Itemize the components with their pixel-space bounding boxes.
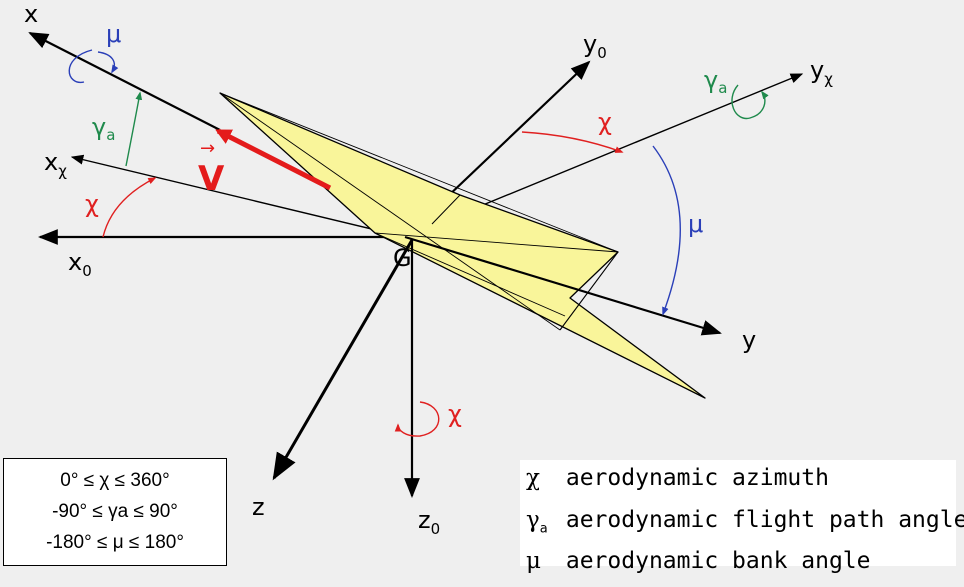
velocity-vector xyxy=(215,128,332,191)
gamma-rotation-ychi xyxy=(731,84,769,120)
chi-label-right: χ xyxy=(598,108,612,136)
mu-arc-right xyxy=(652,145,681,316)
y0-axis-label: y0 xyxy=(583,30,607,62)
chi-label-left: χ xyxy=(85,190,99,218)
legend-symbol: χ xyxy=(526,465,540,491)
x-axis xyxy=(28,32,221,131)
y-axis xyxy=(404,235,722,336)
chi-rotation-z0 xyxy=(394,401,440,437)
center-of-gravity-label: G xyxy=(393,244,412,272)
mu-rotation-x xyxy=(68,49,114,83)
z-axis xyxy=(272,239,414,481)
x-chi-axis xyxy=(70,154,406,238)
legend-symbol: μ xyxy=(526,548,541,575)
gamma-label-right: γa xyxy=(704,66,727,97)
y-chi-axis-label: yχ xyxy=(810,56,833,88)
angle-legend: χ aerodynamic azimuth γa aerodynamic fli… xyxy=(520,460,964,574)
diagram-canvas: x xχ x0 y0 yχ y z z0 G V → μ γa χ χ μ γa… xyxy=(24,0,833,538)
velocity-label: V xyxy=(198,159,225,199)
range-mu: -180° ≤ μ ≤ 180° xyxy=(46,532,184,553)
legend-item-chi: χ aerodynamic azimuth xyxy=(520,462,956,504)
legend-text: aerodynamic azimuth xyxy=(565,465,829,491)
mu-label-top: μ xyxy=(106,20,121,48)
gamma-label-left: γa xyxy=(92,113,115,144)
legend-text: aerodynamic flight path angle xyxy=(565,506,964,533)
legend-symbol: γa xyxy=(526,506,548,537)
vector-arrow-mark: → xyxy=(200,138,215,159)
legend-item-mu: μ aerodynamic bank angle xyxy=(520,545,956,587)
gamma-arc-left xyxy=(125,91,143,167)
chi-label-bottom: χ xyxy=(448,400,462,428)
angle-ranges-box: 0° ≤ χ ≤ 360° -90° ≤ γa ≤ 90° -180° ≤ μ … xyxy=(3,458,227,566)
range-chi: 0° ≤ χ ≤ 360° xyxy=(60,470,170,491)
x-chi-axis-label: xχ xyxy=(44,148,67,180)
z0-axis-label: z0 xyxy=(418,506,440,538)
aerodynamic-angles-diagram: x xχ x0 y0 yχ y z z0 G V → μ γa χ χ μ γa… xyxy=(3,0,964,574)
legend-text: aerodynamic bank angle xyxy=(565,548,871,575)
z-axis-label: z xyxy=(252,493,265,521)
mu-label-right: μ xyxy=(688,210,703,238)
range-gamma: -90° ≤ γa ≤ 90° xyxy=(52,501,178,522)
chi-arc-left xyxy=(102,177,157,238)
y-axis-label: y xyxy=(742,326,756,354)
legend-item-gamma: γa aerodynamic flight path angle xyxy=(520,504,964,546)
chi-arc-right xyxy=(521,131,624,153)
x0-axis-label: x0 xyxy=(68,248,92,280)
aircraft-wing xyxy=(219,92,706,399)
x-axis-label: x xyxy=(24,0,38,28)
